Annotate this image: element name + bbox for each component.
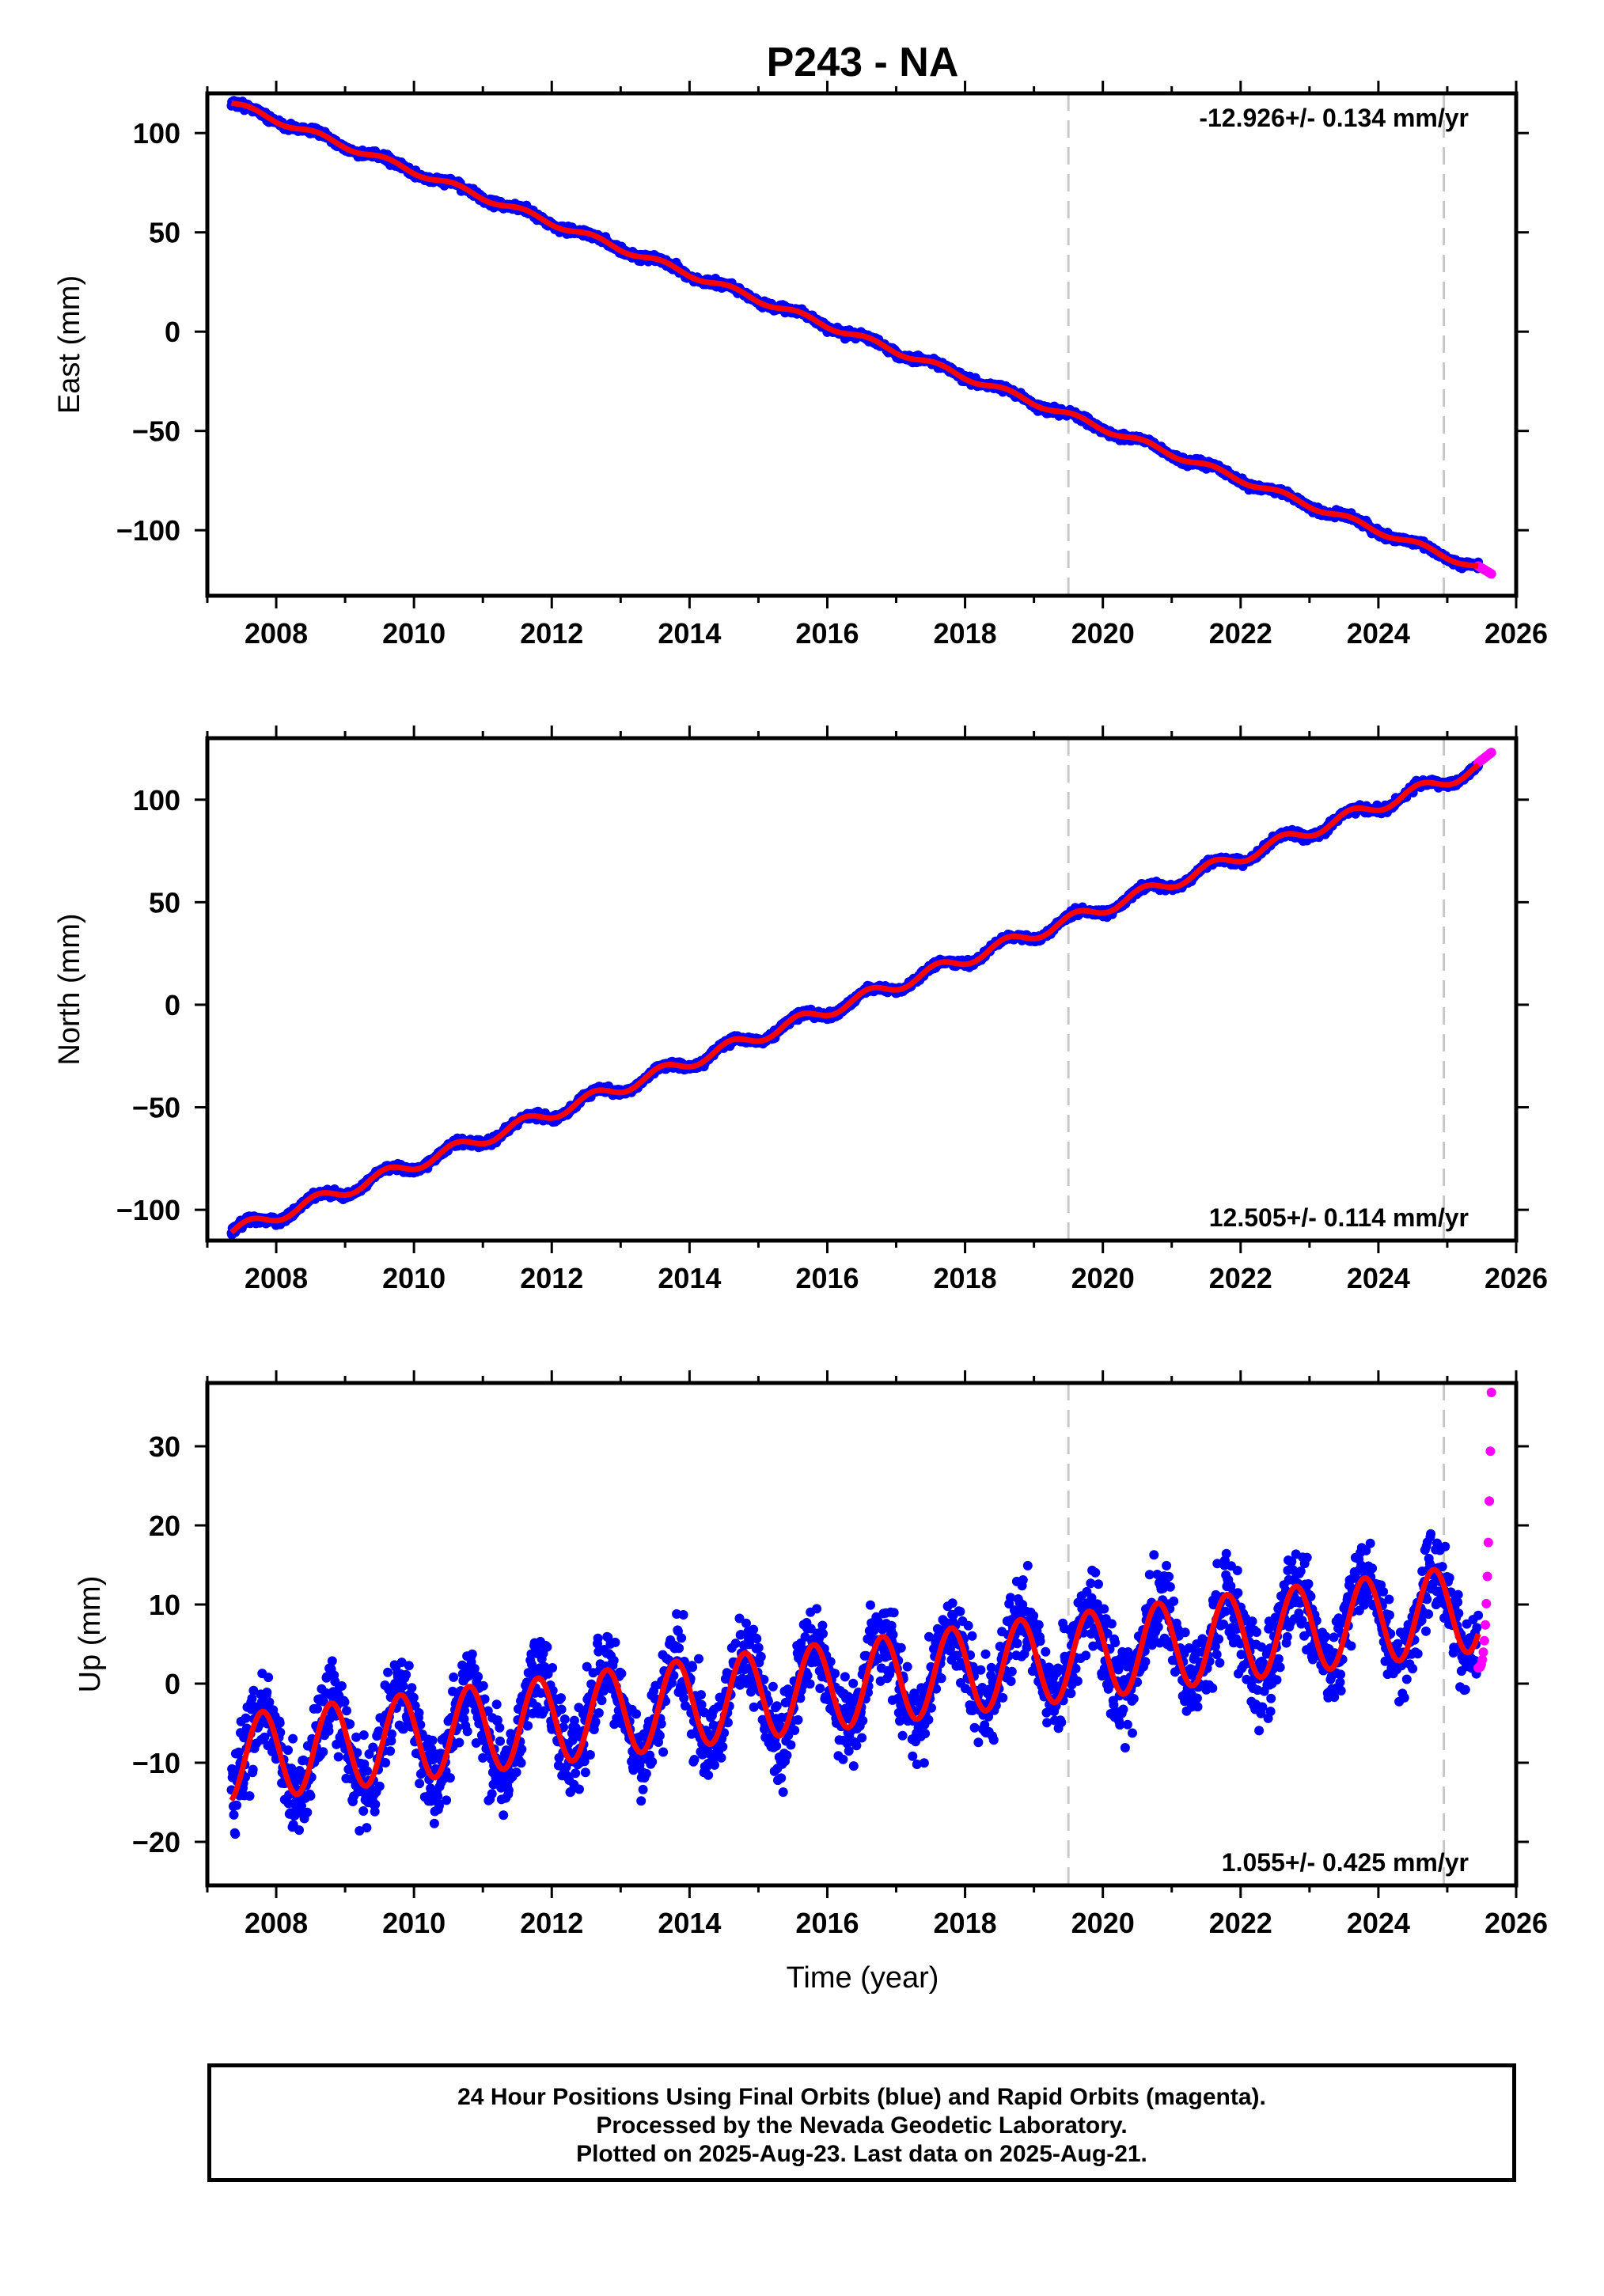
y-tick-label: −100 (116, 514, 180, 547)
y-axis-label: East (mm) (53, 275, 86, 414)
x-tick-label: 2012 (520, 617, 583, 650)
velocity-label: -12.926+/- 0.134 mm/yr (1199, 104, 1469, 132)
y-tick-label: 0 (165, 316, 180, 348)
x-tick-label: 2014 (658, 617, 721, 650)
chart-title: P243 - NA (767, 40, 959, 85)
x-tick-label: 2026 (1485, 617, 1548, 650)
x-tick-label: 2024 (1347, 617, 1410, 650)
x-axis-label: Time (year) (787, 1961, 939, 1995)
x-tick-label: 2020 (1071, 617, 1135, 650)
y-tick-label: 100 (133, 117, 180, 150)
x-tick-label: 2010 (382, 617, 446, 650)
panel-north: 2008 2010 2012 2014 2016 2018 2020 2022 2024 2026… (53, 726, 1548, 1294)
y-tick-label: −50 (132, 415, 180, 448)
x-tick-label: 2022 (1209, 617, 1272, 650)
y-tick-label: 50 (149, 217, 180, 249)
x-tick-label: 2018 (934, 617, 997, 650)
x-tick-label: 2008 (245, 617, 308, 650)
panel-east: 2008 2010 2012 2014 2016 2018 2020 2022 2024 2026… (53, 81, 1548, 650)
rapid-point (1486, 569, 1496, 579)
x-tick-label: 2016 (795, 617, 859, 650)
